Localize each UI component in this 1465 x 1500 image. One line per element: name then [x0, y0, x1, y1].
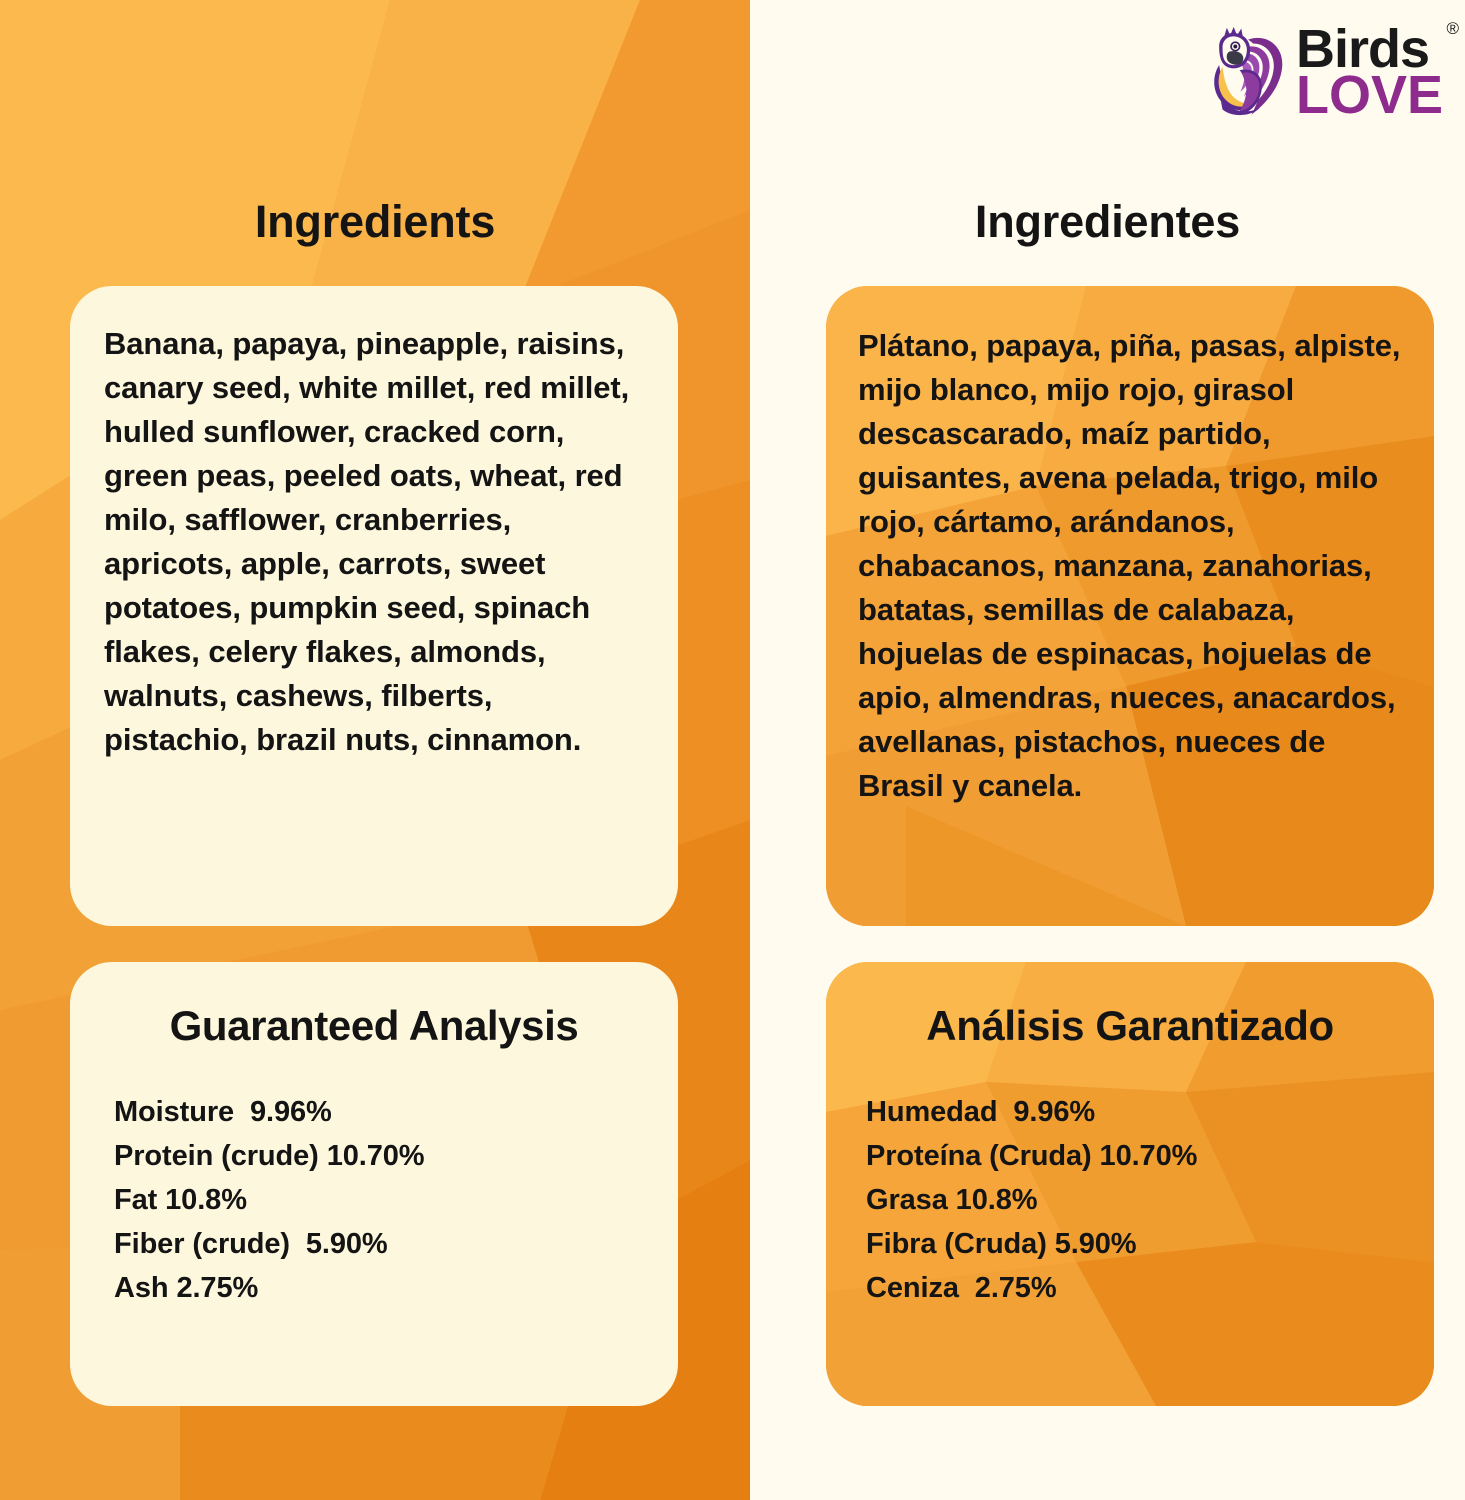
brand-name-love: LOVE: [1295, 65, 1443, 126]
analysis-row: Protein (crude) 10.70%: [114, 1140, 425, 1173]
analysis-row: Fiber (crude) 5.90%: [114, 1228, 388, 1261]
registered-trademark-icon: ®: [1446, 19, 1459, 38]
analysis-row: Grasa 10.8%: [866, 1184, 1038, 1217]
brand-logo: Birds LOVE ®: [1200, 19, 1459, 126]
analysis-row: Ceniza 2.75%: [866, 1272, 1057, 1305]
analysis-row: Proteína (Cruda) 10.70%: [866, 1140, 1198, 1173]
english-panel: Ingredients Banana, papaya, pineapple, r…: [0, 0, 750, 1500]
ingredients-text-english: Banana, papaya, pineapple, raisins, cana…: [104, 326, 630, 758]
guaranteed-analysis-list-english: Moisture 9.96% Protein (crude) 10.70% Fa…: [70, 1050, 678, 1310]
page-title-spanish: Ingredientes: [974, 196, 1241, 247]
analysis-row: Humedad 9.96%: [866, 1096, 1096, 1128]
guaranteed-analysis-title-spanish: Análisis Garantizado: [926, 1002, 1334, 1049]
analysis-row: Fibra (Cruda) 5.90%: [866, 1228, 1137, 1261]
ingredients-card-polygon-background-spanish: [826, 286, 1434, 926]
brand-wordmark: Birds LOVE ®: [1295, 19, 1459, 126]
analysis-row: Moisture 9.96%: [114, 1096, 332, 1128]
spanish-panel: Birds LOVE ® Ingredientes Plátano, pa: [750, 0, 1465, 1500]
analysis-row: Ash 2.75%: [114, 1272, 259, 1305]
analysis-card-polygon-background-spanish: [826, 962, 1434, 1406]
guaranteed-analysis-list-spanish: Humedad 9.96% Proteína (Cruda) 10.70% Gr…: [826, 1050, 1434, 1310]
ingredients-text-spanish: Plátano, papaya, piña, pasas, alpiste, m…: [858, 328, 1401, 804]
parrot-heart-logo-icon: [1214, 27, 1283, 116]
guaranteed-analysis-card-spanish: Análisis Garantizado Humedad 9.96% Prote…: [826, 962, 1434, 1406]
brand-name-birds: Birds: [1295, 19, 1430, 79]
ingredients-card-spanish: Plátano, papaya, piña, pasas, alpiste, m…: [826, 286, 1434, 926]
ingredients-card-english: Banana, papaya, pineapple, raisins, cana…: [70, 286, 678, 926]
guaranteed-analysis-card-english: Guaranteed Analysis Moisture 9.96% Prote…: [70, 962, 678, 1406]
guaranteed-analysis-title-english: Guaranteed Analysis: [169, 1002, 579, 1049]
page-title-english: Ingredients: [254, 196, 496, 247]
analysis-row: Fat 10.8%: [114, 1184, 247, 1217]
